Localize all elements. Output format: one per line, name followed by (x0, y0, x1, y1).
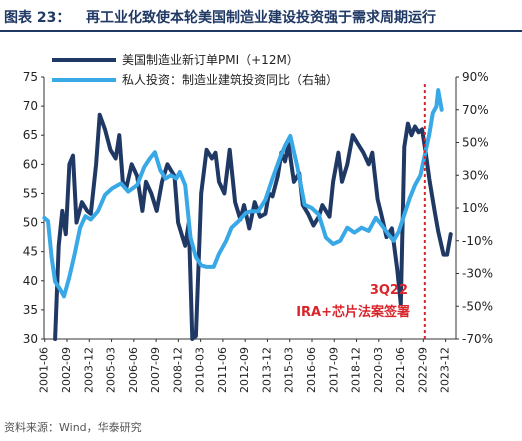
x-axis-tick-label: 2005-03 (105, 347, 118, 393)
left-axis-tick-label: 30 (23, 332, 38, 346)
right-axis-tick-label: 70% (462, 103, 489, 117)
right-axis-tick-label: -70% (462, 332, 493, 346)
x-axis-tick-label: 2016-06 (305, 347, 318, 393)
right-axis-tick-label: -50% (462, 299, 493, 313)
x-axis-tick-label: 2021-06 (394, 347, 407, 393)
left-axis-tick-label: 65 (23, 128, 38, 142)
series-group (42, 88, 453, 341)
x-axis-tick-label: 2012-09 (238, 347, 251, 393)
x-axis-tick-label: 2018-12 (350, 347, 363, 393)
x-axis-tick-label: 2007-09 (149, 347, 162, 393)
left-axis-tick-label: 35 (23, 303, 38, 317)
axes: 30 35 40 45 50 55 60 65 70 75 -70% -50% -30% -10% 10% 3… (23, 70, 493, 393)
x-axis-tick-label: 2022-09 (416, 347, 429, 393)
series-pmi-line (53, 112, 453, 341)
legend-label-pmi: 美国制造业新订单PMI（+12M） (122, 52, 299, 67)
x-axis-tick-label: 2023-12 (439, 347, 452, 393)
right-axis-tick-label: 30% (462, 168, 489, 182)
x-axis-tick-label: 2001-06 (38, 347, 51, 393)
left-axis-tick-label: 75 (23, 70, 38, 84)
x-axis-tick-label: 2003-12 (82, 347, 95, 393)
legend: 美国制造业新订单PMI（+12M） 私人投资：制造业建筑投资同比（右轴） (52, 52, 338, 87)
left-axis-tick-label: 60 (23, 157, 38, 171)
x-axis-tick-label: 2017-09 (327, 347, 340, 393)
x-axis-tick-label: 2011-06 (216, 347, 229, 393)
x-axis-tick-label: 2002-09 (60, 347, 73, 393)
figure-title-bar: 图表 23： 再工业化致使本轮美国制造业建设投资强于需求周期运行 (0, 0, 522, 32)
x-axis-tick-label: 2008-12 (171, 347, 184, 393)
x-axis-tick-label: 2006-06 (127, 347, 140, 393)
left-axis-tick-label: 70 (23, 99, 38, 113)
left-axis-tick-label: 50 (23, 216, 38, 230)
left-axis-tick-label: 45 (23, 245, 38, 259)
right-axis-tick-label: 50% (462, 136, 489, 150)
annotation-group: 3Q22 IRA+芯片法案签署 (296, 84, 426, 339)
figure-number: 图表 23： (4, 10, 71, 26)
right-axis-tick-label: -30% (462, 267, 493, 281)
right-axis-tick-label: 10% (462, 201, 489, 215)
x-axis-tick-label: 2013-12 (260, 347, 273, 393)
source-note: 资料来源：Wind，华泰研究 (4, 421, 142, 434)
annotation-text: IRA+芯片法案签署 (296, 304, 410, 320)
annotation-label: 3Q22 (370, 283, 408, 298)
figure-title: 再工业化致使本轮美国制造业建设投资强于需求周期运行 (86, 10, 436, 26)
legend-label-invest: 私人投资：制造业建筑投资同比（右轴） (122, 72, 338, 87)
x-axis-tick-label: 2010-03 (194, 347, 207, 393)
left-axis-tick-label: 40 (23, 274, 38, 288)
x-axis-tick-label: 2015-03 (283, 347, 296, 393)
left-axis-tick-label: 55 (23, 186, 38, 200)
series-invest-line (42, 88, 444, 299)
x-axis-tick-label: 2020-03 (372, 347, 385, 393)
right-axis-tick-label: 90% (462, 70, 489, 84)
right-axis-tick-label: -10% (462, 234, 493, 248)
